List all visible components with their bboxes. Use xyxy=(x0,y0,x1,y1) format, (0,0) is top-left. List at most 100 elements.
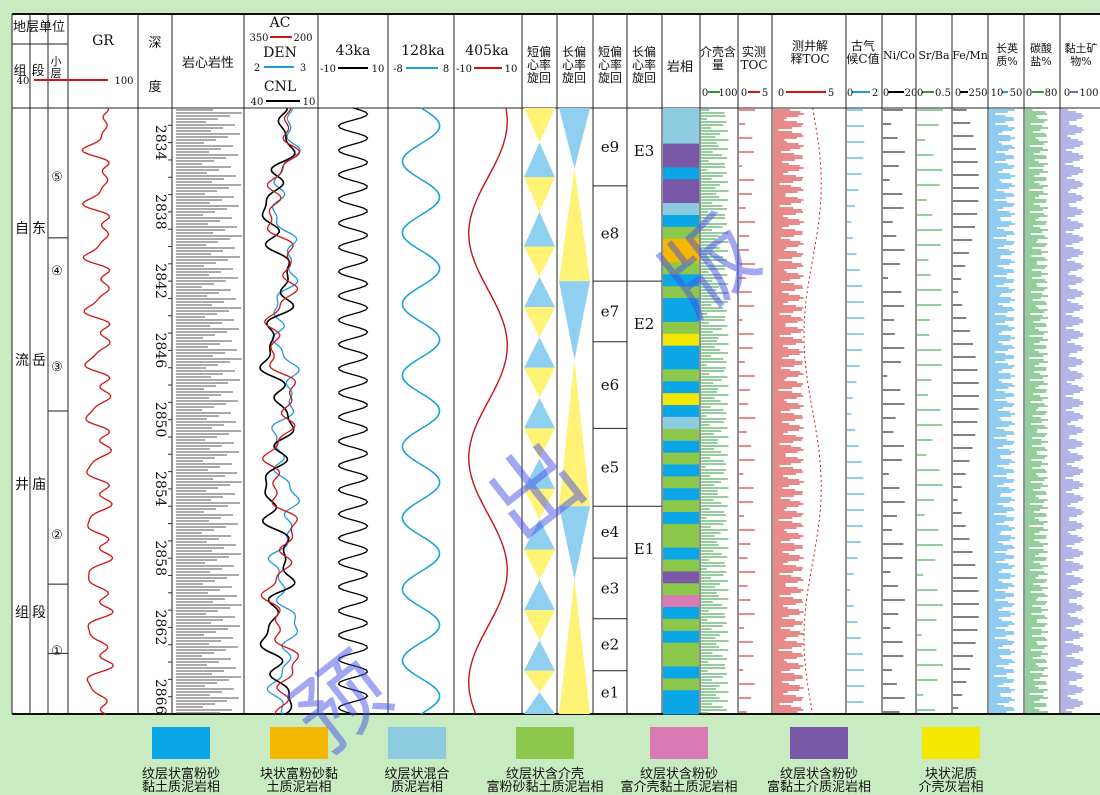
member-char-4: 段 xyxy=(32,605,46,621)
depth-label-1: 深 xyxy=(148,36,162,51)
short-ecc-triangle xyxy=(524,276,555,308)
short-ecc-triangle xyxy=(524,519,555,550)
member-char-3: 庙 xyxy=(32,477,46,493)
clay-max: 100 xyxy=(1079,88,1099,99)
facies-band xyxy=(663,203,699,216)
short-cycle-label: e3 xyxy=(601,579,619,597)
formation-char-3: 井 xyxy=(15,477,29,493)
depth-tick-label: 2850 xyxy=(152,402,168,438)
legend-label-line-1: 纹层状含粉砂 xyxy=(779,767,858,782)
legend-swatch xyxy=(516,727,574,759)
facies-band xyxy=(663,618,699,632)
cnl-header: CNL xyxy=(263,79,297,95)
member-label: 段 xyxy=(31,64,45,79)
c128-max: 8 xyxy=(442,64,450,75)
facies-band xyxy=(663,238,699,252)
short-ecc-triangle xyxy=(524,579,555,611)
depth-tick-label: 2854 xyxy=(152,471,168,507)
gr-header: GR xyxy=(92,33,114,49)
short-cycle-label: e7 xyxy=(601,302,619,320)
facies-header: 岩相 xyxy=(666,60,693,75)
long-ecc-header: 长偏心率旋回 xyxy=(561,45,586,85)
short-cycle-label: e4 xyxy=(601,523,619,541)
long-ecc-triangle xyxy=(559,168,590,282)
lithology-header: 岩心岩性 xyxy=(181,56,234,71)
legend-label-line-1: 块状富粉砂黏 xyxy=(259,767,338,782)
toc-log-header: 测井解释TOC xyxy=(790,39,830,66)
legend-label: 块状富粉砂黏 土质泥岩相 xyxy=(224,768,374,794)
facies-band xyxy=(663,214,699,228)
c43-curve xyxy=(337,107,369,715)
facies-band xyxy=(663,381,699,394)
clay-header: 黏土矿物% xyxy=(1064,42,1098,68)
facies-band xyxy=(663,345,699,359)
legend-label: 纹层状含介壳 富粉砂黏土质泥岩相 xyxy=(470,768,620,794)
srba-header: Sr/Ba xyxy=(918,49,950,62)
gr-curve xyxy=(81,107,115,715)
sublayer-4: ④ xyxy=(51,264,63,279)
facies-band xyxy=(663,119,699,133)
ac-curve xyxy=(260,107,301,715)
toc-trend-dotted xyxy=(803,107,822,715)
carbonate-header: 碳酸盐% xyxy=(1030,42,1052,68)
facies-band xyxy=(663,310,699,323)
long-ecc-triangle xyxy=(559,578,590,714)
long-ecc-triangle xyxy=(559,359,590,507)
legend-label: 纹层状混合 质泥岩相 xyxy=(342,768,492,794)
legend-label-line-2: 黏土质泥岩相 xyxy=(141,780,220,795)
short-cycle-label: e8 xyxy=(601,225,619,243)
facies-band xyxy=(663,500,699,513)
short-ecc-triangle xyxy=(524,142,555,178)
c405-max: 10 xyxy=(504,64,518,75)
formation-char-2: 流 xyxy=(15,353,29,369)
facies-band xyxy=(663,595,699,608)
c405-curve xyxy=(468,107,508,715)
shell-header: 介壳含量 xyxy=(700,45,737,72)
facies-band xyxy=(663,191,699,204)
facies-band xyxy=(663,666,699,679)
long-cycle-label: E3 xyxy=(634,142,655,160)
legend-swatch xyxy=(790,727,848,759)
facies-band xyxy=(663,357,699,370)
depth-tick-label: 2846 xyxy=(152,333,168,369)
depth-tick-label: 2858 xyxy=(152,540,168,576)
paleo-max: 2 xyxy=(871,88,879,99)
short-ecc-triangle xyxy=(524,428,555,459)
paleo-header: 古气候C值 xyxy=(846,39,880,66)
facies-band xyxy=(663,571,699,584)
c128-min: -8 xyxy=(393,64,403,75)
short-ecc-triangle xyxy=(524,692,555,714)
short-ecc-triangle xyxy=(524,549,555,580)
facies-band xyxy=(663,654,699,667)
depth-tick-label: 2842 xyxy=(152,263,168,299)
sublayer-5: ⑤ xyxy=(51,170,63,185)
c43-max: 10 xyxy=(371,64,385,75)
facies-band xyxy=(663,476,699,489)
facies-band xyxy=(663,440,699,454)
facies-band xyxy=(663,678,699,691)
facies-band xyxy=(663,274,699,287)
paleo-min: 0 xyxy=(846,88,854,99)
facies-band xyxy=(663,583,699,596)
facies-band xyxy=(663,523,699,537)
short-ecc-triangle xyxy=(524,211,555,247)
depth-tick-label: 2866 xyxy=(152,679,168,715)
toc-meas-min: 0 xyxy=(740,88,748,99)
facies-band xyxy=(663,547,699,561)
femn-max: 250 xyxy=(968,88,988,99)
short-ecc-triangle xyxy=(524,610,555,641)
legend-label-line-2: 富介壳黏土质泥岩相 xyxy=(620,780,738,795)
clay-min: 0 xyxy=(1063,88,1071,99)
legend-label-line-2: 土质泥岩相 xyxy=(266,780,332,795)
sublayer-2: ② xyxy=(51,528,63,543)
cnl-max: 10 xyxy=(302,97,316,108)
short-ecc-triangle xyxy=(524,246,555,277)
femn-header: Fe/Mn xyxy=(952,49,988,62)
ac-header: AC xyxy=(269,15,291,31)
facies-band xyxy=(663,488,699,501)
formation-label: 组 xyxy=(13,64,27,79)
legend-swatch xyxy=(922,727,980,759)
legend-label-line-2: 富黏土介质泥岩相 xyxy=(766,780,871,795)
